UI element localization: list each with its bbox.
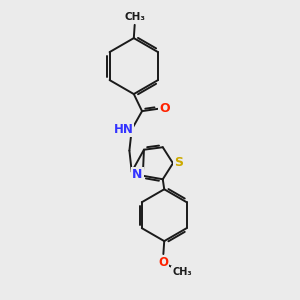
Text: O: O — [158, 256, 168, 269]
Text: CH₃: CH₃ — [125, 12, 146, 22]
Text: O: O — [159, 102, 170, 115]
Text: N: N — [132, 168, 143, 181]
Text: CH₃: CH₃ — [172, 267, 192, 277]
Text: S: S — [174, 156, 183, 169]
Text: HN: HN — [114, 123, 134, 136]
